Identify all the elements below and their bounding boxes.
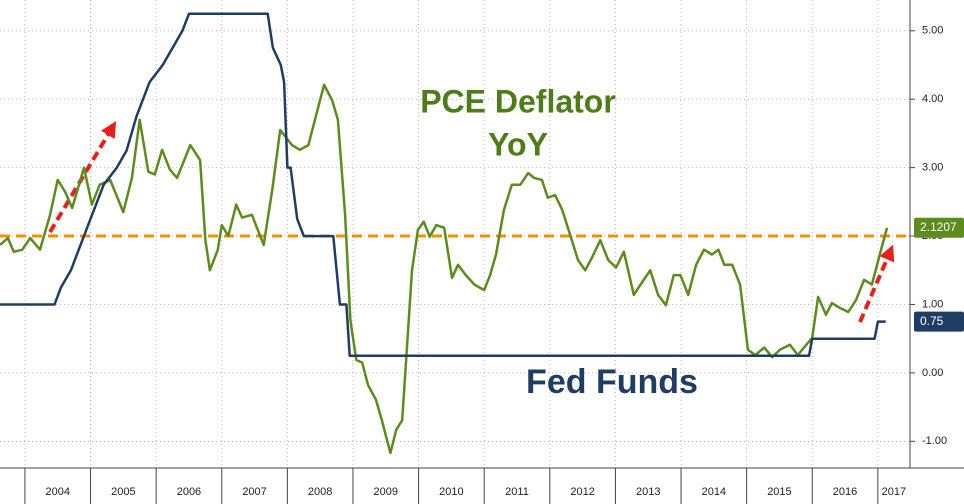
- last-value-label: 2.1207: [920, 220, 957, 234]
- x-tick-label: 2015: [767, 486, 791, 498]
- x-tick-label: 2017: [882, 486, 906, 498]
- series-line: [0, 83, 889, 455]
- series-line: [0, 12, 886, 358]
- last-value-badge: [914, 217, 964, 238]
- x-tick-label: 2009: [374, 486, 398, 498]
- x-tick-label: 2006: [177, 486, 201, 498]
- x-tick-label: 2005: [111, 486, 135, 498]
- y-tick-label: -1.00: [922, 435, 947, 447]
- last-value-label: 0.75: [920, 314, 944, 328]
- y-tick-label: 3.00: [922, 162, 943, 174]
- x-tick-label: 2012: [570, 486, 594, 498]
- x-tick-label: 2004: [45, 486, 69, 498]
- x-tick-label: 2011: [505, 486, 529, 498]
- y-tick-label: 4.00: [922, 93, 943, 105]
- x-tick-label: 2013: [636, 486, 660, 498]
- grid: [0, 0, 910, 468]
- trend-arrow: [858, 244, 895, 323]
- x-tick-label: 2016: [833, 486, 857, 498]
- y-tick-label: 0.00: [922, 367, 943, 379]
- last-value-badge: [914, 311, 964, 332]
- x-tick-label: 2008: [308, 486, 332, 498]
- x-tick-label: 2010: [439, 486, 463, 498]
- y-tick-label: 5.00: [922, 25, 943, 37]
- y-tick-label: 1.00: [922, 298, 943, 310]
- annotation: Fed Funds: [526, 363, 698, 401]
- lines: [0, 12, 910, 455]
- x-tick-label: 2007: [242, 486, 266, 498]
- x-tick-label: 2014: [702, 486, 726, 498]
- annotation: YoY: [488, 126, 548, 162]
- annotation: PCE Deflator: [420, 83, 616, 119]
